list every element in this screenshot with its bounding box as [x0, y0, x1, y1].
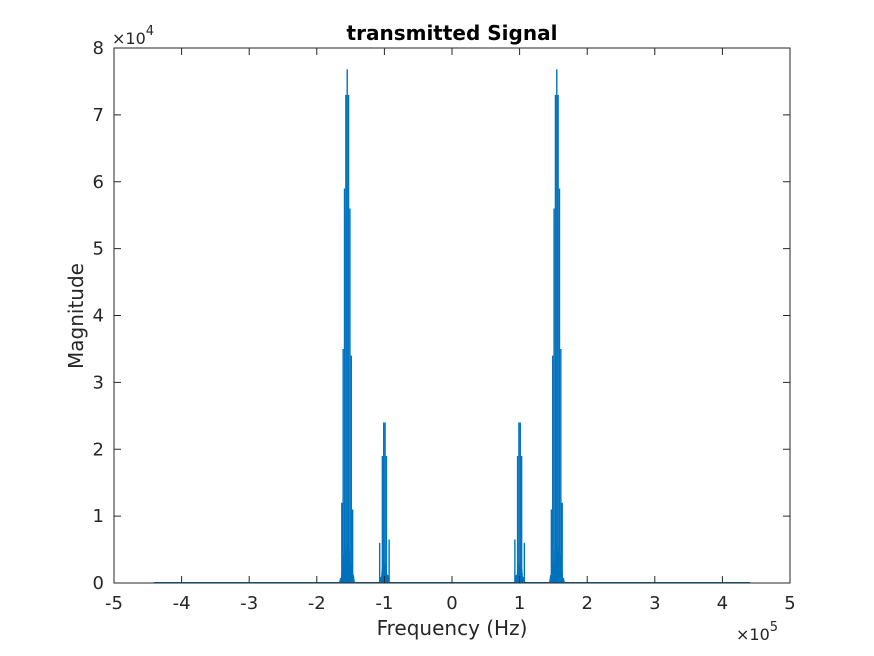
x-tick-label: -4	[173, 593, 191, 614]
x-tick-label: -2	[308, 593, 326, 614]
x-tick-label: 4	[717, 593, 728, 614]
x-tick-label: 3	[649, 593, 660, 614]
x-axis-label: Frequency (Hz)	[377, 616, 528, 640]
chart-title: transmitted Signal	[347, 21, 558, 45]
y-tick-label: 8	[93, 38, 104, 59]
x-exponent-label: ×105	[736, 620, 778, 644]
y-axis-label: Magnitude	[64, 263, 88, 369]
y-tick-label: 1	[93, 506, 104, 527]
y-tick-label: 5	[93, 239, 104, 260]
y-tick-label: 2	[93, 439, 104, 460]
x-ticks: -5 -4 -3 -2 -1 0 1 2 3 4 5	[105, 48, 796, 614]
y-tick-label: 4	[93, 306, 104, 327]
y-exponent-label: ×104	[112, 24, 154, 48]
x-tick-label: -1	[375, 593, 393, 614]
x-tick-label: -5	[105, 593, 123, 614]
y-ticks: 0 1 2 3 4 5 6 7 8	[93, 38, 790, 594]
plot-area	[114, 48, 790, 583]
y-tick-label: 7	[93, 105, 104, 126]
data-layer	[153, 69, 751, 583]
y-tick-label: 0	[93, 573, 104, 594]
x-tick-label: 1	[514, 593, 525, 614]
y-tick-label: 6	[93, 172, 104, 193]
x-tick-label: -3	[240, 593, 258, 614]
x-tick-label: 5	[784, 593, 795, 614]
x-tick-label: 2	[581, 593, 592, 614]
x-tick-label: 0	[446, 593, 457, 614]
y-tick-label: 3	[93, 372, 104, 393]
